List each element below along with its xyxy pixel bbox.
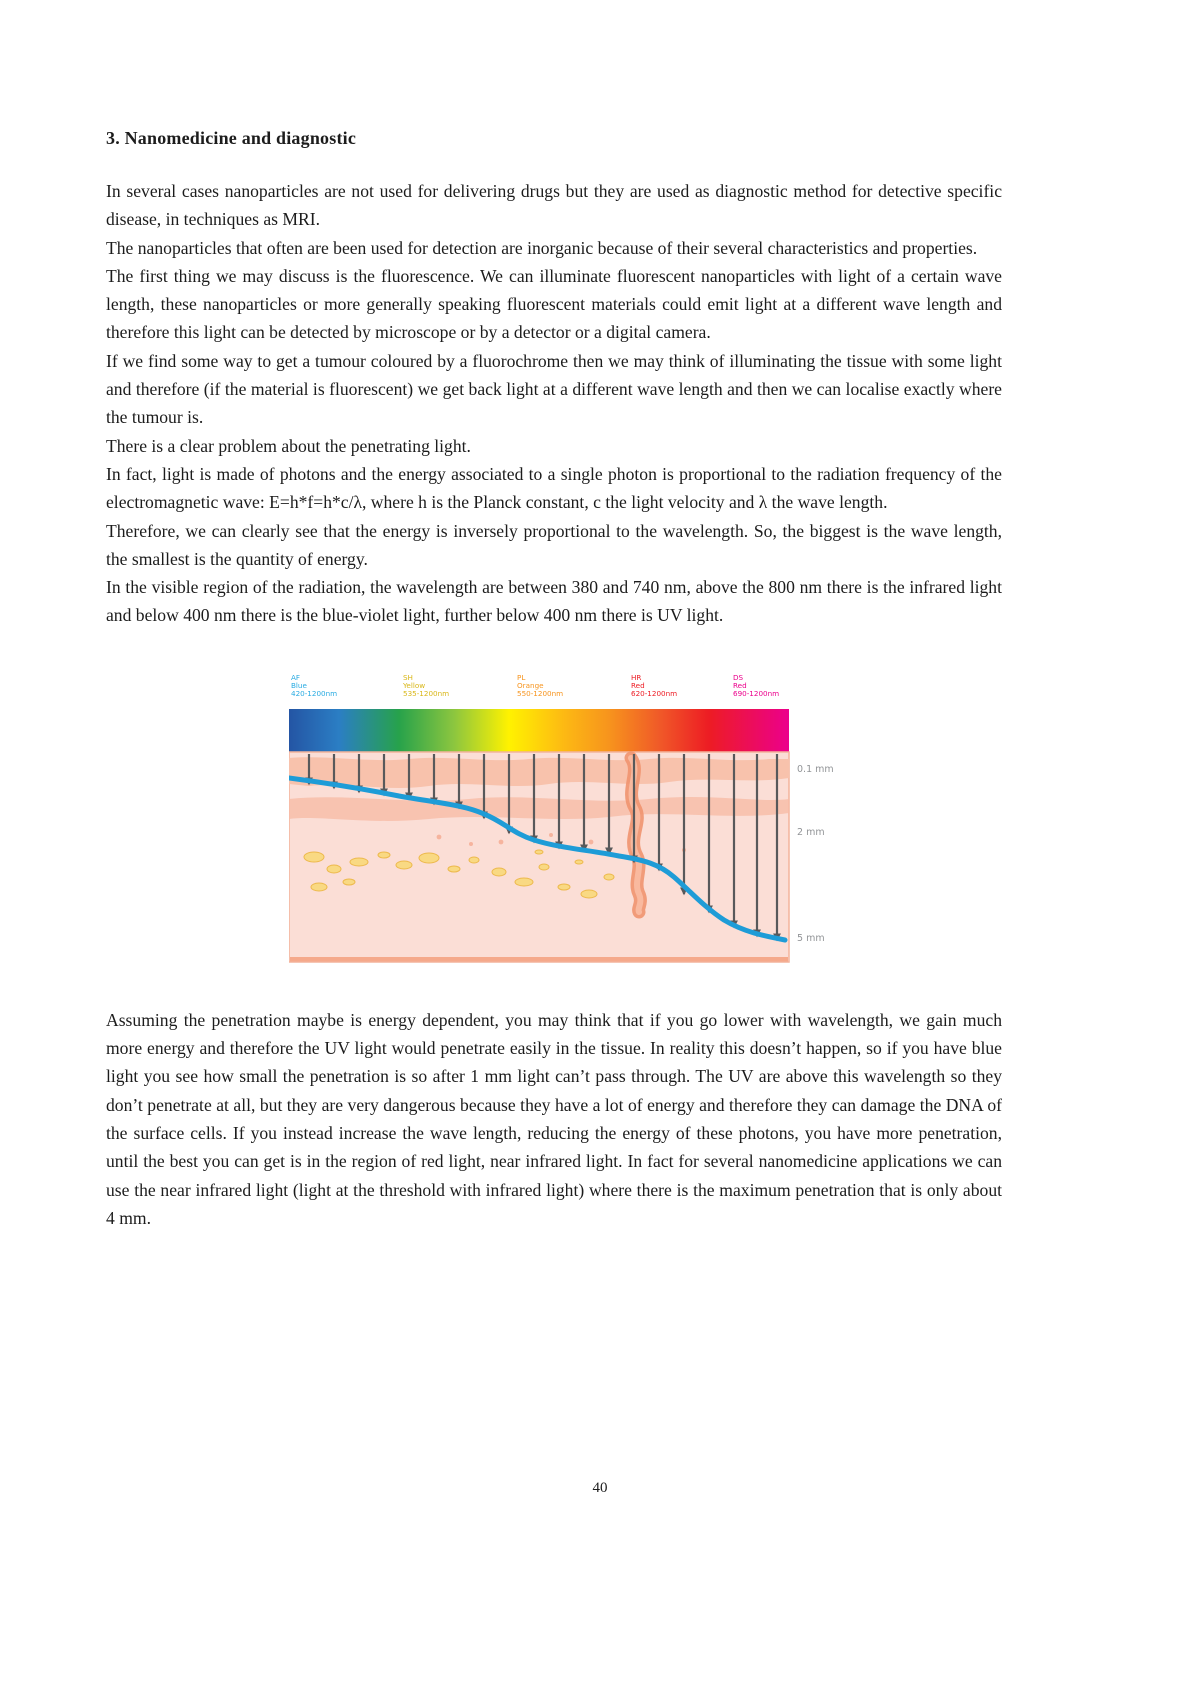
blood-vessel <box>624 751 647 919</box>
paragraph: The first thing we may discuss is the fl… <box>106 265 1002 343</box>
spectrum-label-code: PL <box>517 673 525 682</box>
paragraph: In the visible region of the radiation, … <box>106 577 1002 626</box>
spectrum-label-name: Blue <box>291 681 307 690</box>
tissue-layers <box>289 757 789 962</box>
spectrum-label-code: HR <box>631 673 641 682</box>
depth-markers: 0.1 mm 2 mm 5 mm <box>797 764 834 944</box>
spectrum-label-name: Yellow <box>402 681 425 690</box>
spectrum-label-name: Red <box>733 681 747 690</box>
spectrum-label-code: AF <box>291 673 300 682</box>
spectrum-label-code: DS <box>733 673 744 682</box>
paragraph: Assuming the penetration maybe is energy… <box>106 1009 1002 1228</box>
paragraph: In several cases nanoparticles are not u… <box>106 181 1002 230</box>
fat-cell-blobs <box>303 849 615 899</box>
spectrum-label-range: 620-1200nm <box>631 689 677 698</box>
spectrum-label-range: 420-1200nm <box>291 689 337 698</box>
spectrum-label-range: 550-1200nm <box>517 689 563 698</box>
light-penetration-arrows <box>304 753 782 942</box>
paragraph: Therefore, we can clearly see that the e… <box>106 520 1002 569</box>
spectrum-label-range: 535-1200nm <box>403 689 449 698</box>
penetration-depth-svg: AF Blue 420-1200nm SH Yellow 535-1200nm … <box>289 673 834 963</box>
spectrum-bar <box>289 708 789 752</box>
spectrum-source-labels: AF Blue 420-1200nm SH Yellow 535-1200nm … <box>291 673 779 698</box>
spectrum-label-name: Red <box>631 681 645 690</box>
paragraph: The nanoparticles that often are been us… <box>106 237 978 258</box>
page-number: 40 <box>592 1480 608 1496</box>
section-title: 3. Nanomedicine and diagnostic <box>106 128 357 148</box>
spectrum-label-code: SH <box>403 673 413 682</box>
paragraph: In fact, light is made of photons and th… <box>106 463 1002 513</box>
paragraph: There is a clear problem about the penet… <box>106 435 471 456</box>
tissue-block <box>289 751 790 963</box>
depth-marker: 0.1 mm <box>797 764 834 775</box>
depth-marker: 5 mm <box>797 933 825 944</box>
depth-marker: 2 mm <box>797 827 825 838</box>
spectrum-label-name: Orange <box>517 681 544 690</box>
penetration-depth-figure: AF Blue 420-1200nm SH Yellow 535-1200nm … <box>289 672 837 966</box>
paragraph: If we find some way to get a tumour colo… <box>106 350 1002 428</box>
page-content: 3. Nanomedicine and diagnostic In severa… <box>106 128 1002 1232</box>
penetration-depth-curve <box>289 775 788 943</box>
spectrum-label-range: 690-1200nm <box>733 689 779 698</box>
